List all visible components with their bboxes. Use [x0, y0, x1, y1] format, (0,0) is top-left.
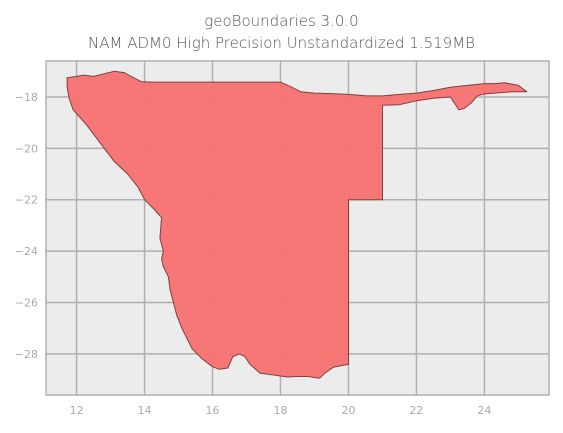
- x-tick-label: 14: [138, 404, 152, 417]
- x-tick-label: 20: [341, 404, 355, 417]
- x-axis-ticks: 12 14 16 18 20 22 24: [70, 404, 492, 417]
- country-boundary-polygon: [66, 70, 528, 379]
- y-tick-label: −18: [15, 91, 38, 104]
- y-tick-label: −20: [15, 142, 38, 155]
- y-axis-ticks: −18 −20 −22 −24 −26 −28: [15, 91, 38, 361]
- x-tick-label: 22: [409, 404, 423, 417]
- y-tick-label: −22: [15, 194, 38, 207]
- x-tick-label: 12: [70, 404, 84, 417]
- y-tick-label: −26: [15, 297, 38, 310]
- chart-title-line-1: geoBoundaries 3.0.0: [204, 12, 359, 30]
- x-tick-label: 24: [477, 404, 491, 417]
- y-tick-label: −28: [15, 348, 38, 361]
- plot-frame: [45, 60, 550, 396]
- x-tick-label: 16: [206, 404, 220, 417]
- x-tick-label: 18: [274, 404, 288, 417]
- y-tick-label: −24: [15, 245, 38, 258]
- chart-title-line-2: NAM ADM0 High Precision Unstandardized 1…: [88, 34, 475, 52]
